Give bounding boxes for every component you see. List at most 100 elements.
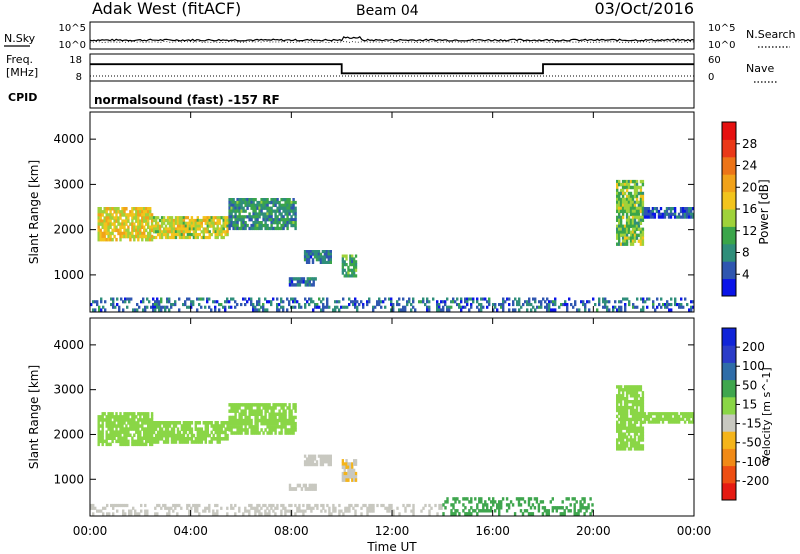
data-cell <box>482 305 485 309</box>
data-cell <box>178 437 182 441</box>
data-cell <box>97 225 100 229</box>
data-cell <box>206 506 209 510</box>
data-cell <box>210 216 213 220</box>
data-cell <box>637 215 641 220</box>
data-cell <box>657 209 661 214</box>
data-cell <box>278 415 281 420</box>
data-cell <box>252 428 255 432</box>
data-cell <box>670 297 673 301</box>
data-cell <box>196 506 199 510</box>
data-cell <box>341 257 344 261</box>
data-cell <box>149 225 152 229</box>
data-cell <box>133 424 136 428</box>
data-cell <box>140 503 143 508</box>
data-cell <box>164 305 167 309</box>
data-cell <box>208 221 211 225</box>
data-cell <box>530 303 533 307</box>
data-cell <box>178 230 182 234</box>
data-cell <box>345 478 348 482</box>
data-cell <box>353 475 356 479</box>
data-cell <box>182 235 186 240</box>
data-cell <box>282 206 285 210</box>
data-cell <box>198 512 201 516</box>
data-cell <box>248 198 251 202</box>
data-cell <box>284 421 287 426</box>
data-cell <box>178 224 182 228</box>
data-cell <box>351 478 354 482</box>
data-cell <box>250 506 253 510</box>
data-cell <box>292 406 295 410</box>
data-cell <box>105 213 108 217</box>
data-cell <box>250 218 253 222</box>
data-cell <box>343 260 346 264</box>
data-cell <box>192 433 196 438</box>
data-cell <box>180 440 184 444</box>
data-cell <box>168 430 172 435</box>
data-cell <box>653 417 657 421</box>
data-cell <box>501 497 505 501</box>
data-cell <box>294 223 297 228</box>
data-cell <box>137 424 140 428</box>
data-cell <box>264 223 267 228</box>
data-cell <box>641 435 645 439</box>
data-cell <box>347 274 350 278</box>
data-cell <box>286 226 289 231</box>
data-cell <box>133 439 136 444</box>
noise-panel-frame <box>89 21 695 50</box>
data-cell <box>480 308 483 312</box>
data-cell <box>625 385 629 389</box>
data-cell <box>290 409 293 413</box>
data-cell <box>184 427 188 431</box>
data-cell <box>248 425 251 429</box>
data-cell <box>232 297 235 301</box>
power-panel-frame <box>89 111 695 313</box>
data-cell <box>647 209 651 214</box>
data-cell <box>627 385 631 389</box>
data-cell <box>345 263 348 267</box>
data-cell <box>113 216 116 220</box>
data-cell <box>347 471 350 476</box>
data-cell <box>260 506 263 510</box>
data-cell <box>99 439 102 444</box>
data-cell <box>470 297 473 301</box>
data-cell <box>655 414 659 419</box>
data-cell <box>629 221 633 225</box>
data-cell <box>309 460 313 464</box>
data-cell <box>109 418 112 422</box>
data-cell <box>316 303 319 307</box>
data-cell <box>145 433 148 437</box>
data-cell <box>323 255 327 259</box>
data-cell <box>119 412 122 416</box>
data-cell <box>290 415 293 420</box>
data-cell <box>343 274 346 278</box>
data-cell <box>458 305 461 309</box>
data-cell <box>172 235 176 240</box>
data-cell <box>160 224 164 228</box>
data-cell <box>565 497 568 501</box>
data-cell <box>356 305 359 309</box>
data-cell <box>616 200 619 205</box>
data-cell <box>665 209 669 214</box>
data-cell <box>566 303 569 307</box>
data-cell <box>176 503 179 508</box>
data-cell <box>633 209 637 214</box>
data-cell <box>454 300 457 304</box>
data-cell <box>143 436 146 440</box>
data-cell <box>616 233 619 237</box>
data-cell <box>625 402 629 407</box>
data-cell <box>512 303 515 307</box>
data-cell <box>248 215 251 219</box>
data-cell <box>633 432 637 436</box>
data-cell <box>343 263 346 267</box>
data-cell <box>278 303 281 307</box>
data-cell <box>625 438 629 442</box>
data-cell <box>621 388 625 392</box>
data-cell <box>619 426 623 430</box>
data-cell <box>631 429 635 433</box>
data-cell <box>319 460 323 464</box>
data-cell <box>581 506 584 510</box>
data-cell <box>478 497 481 501</box>
data-cell <box>250 223 253 228</box>
data-cell <box>258 406 261 410</box>
